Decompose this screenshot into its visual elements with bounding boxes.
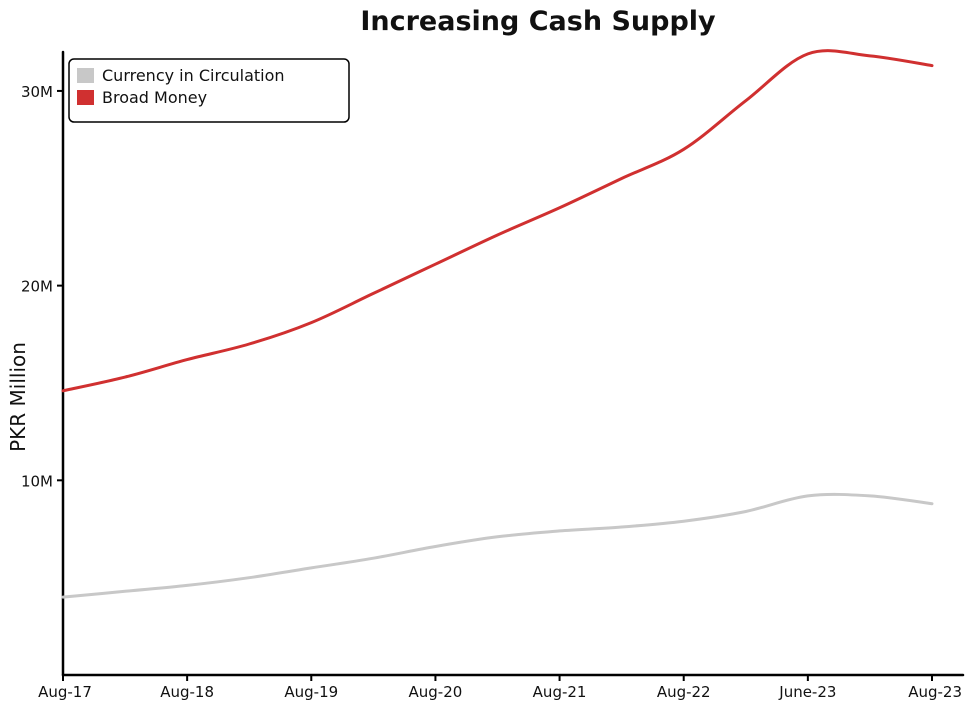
y-tick-label: 20M [21, 278, 53, 296]
y-tick-label: 10M [21, 472, 53, 490]
x-tick-label: Aug-23 [908, 683, 962, 701]
axes [61, 50, 965, 677]
x-tick-label: Aug-22 [657, 683, 711, 701]
y-ticks: 10M 20M 30M [21, 83, 63, 490]
legend-label: Currency in Circulation [102, 66, 285, 85]
chart-title: Increasing Cash Supply [360, 6, 716, 37]
y-axis-label: PKR Million [6, 342, 30, 452]
legend-label: Broad Money [102, 88, 207, 107]
x-tick-label: Aug-20 [409, 683, 463, 701]
y-tick-label: 30M [21, 83, 53, 101]
x-ticks: Aug-17 Aug-18 Aug-19 Aug-20 Aug-21 Aug-22 June… [38, 675, 962, 701]
legend-swatch [77, 68, 94, 83]
series-line-0 [61, 492, 934, 599]
legend-swatch [77, 90, 94, 105]
x-tick-label: Aug-21 [533, 683, 587, 701]
legend-box [68, 58, 350, 123]
series-group [61, 49, 934, 599]
x-tick-label: June-23 [778, 683, 836, 701]
x-tick-label: Aug-17 [38, 683, 92, 701]
legend: Currency in Circulation Broad Money [68, 58, 350, 123]
x-tick-label: Aug-18 [160, 683, 214, 701]
series-line-1 [61, 49, 934, 393]
x-tick-label: Aug-19 [284, 683, 338, 701]
